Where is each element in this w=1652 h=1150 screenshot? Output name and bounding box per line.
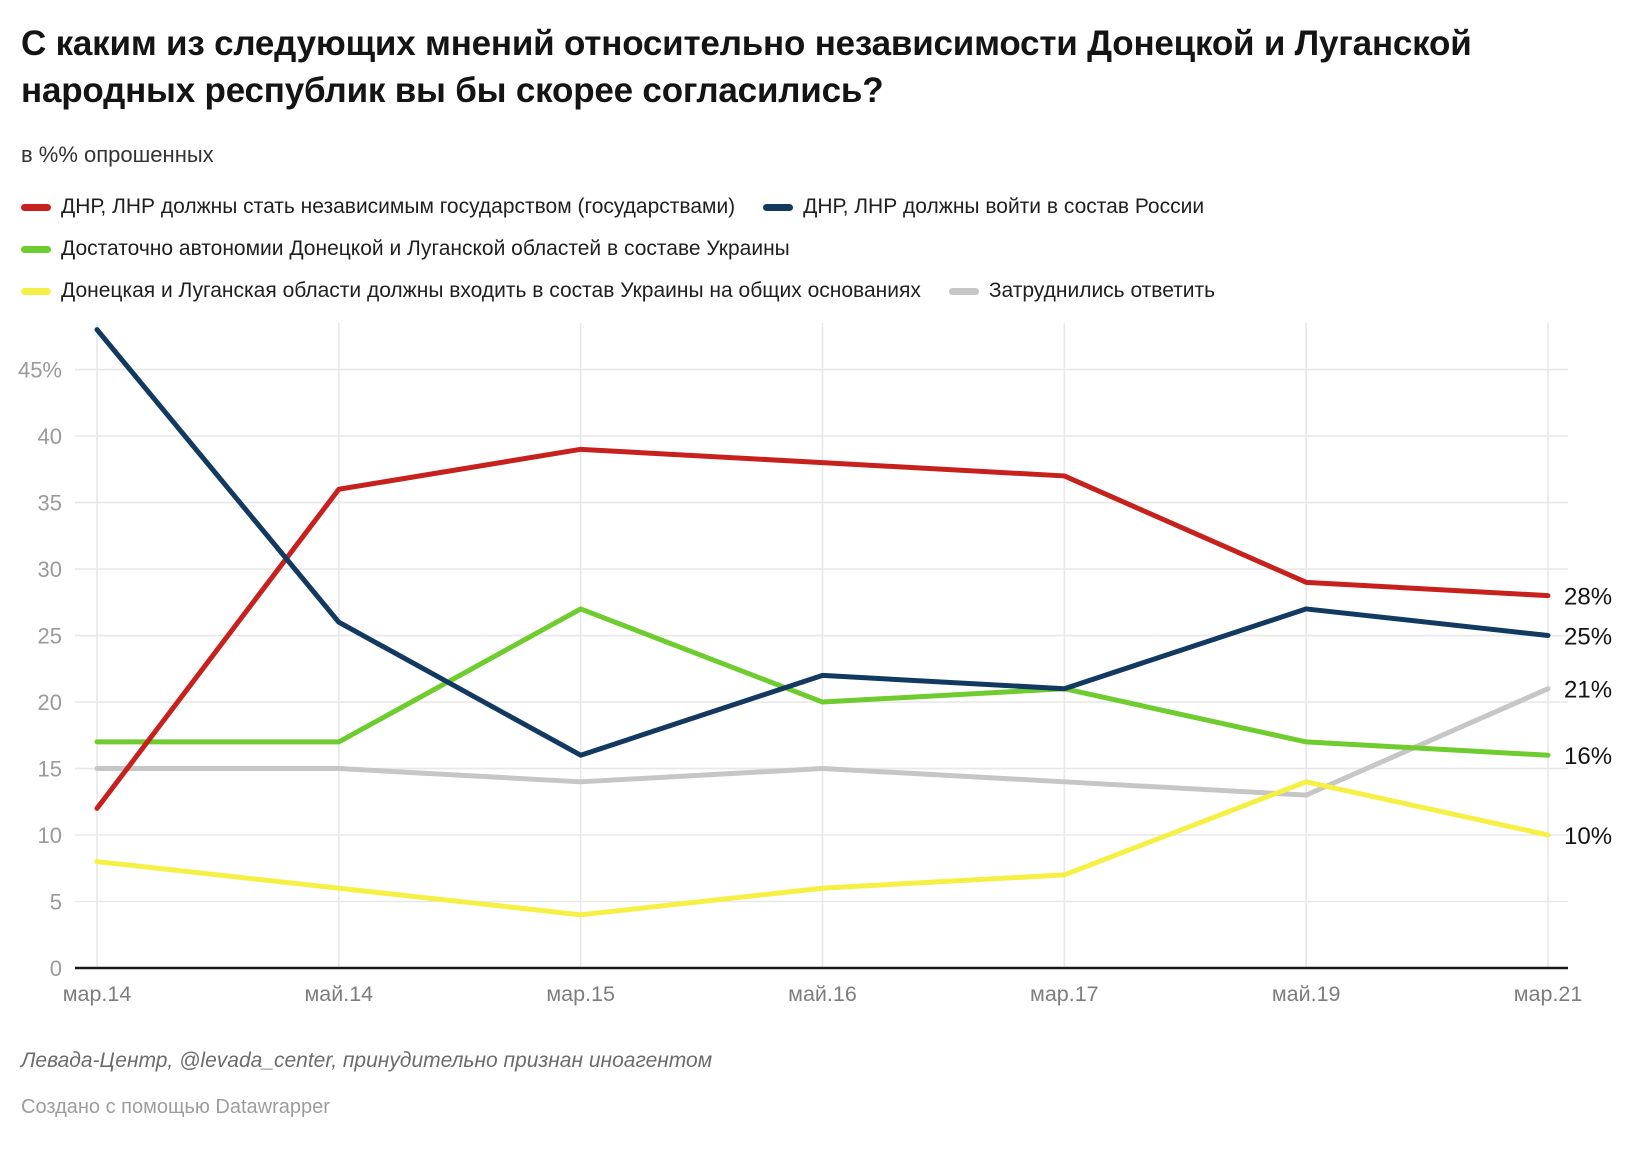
x-axis-tick-label: май.16 (788, 982, 857, 1006)
legend-item: Донецкая и Луганская области должны вход… (21, 279, 921, 303)
series-line-0 (94, 446, 1551, 811)
y-axis-tick-label: 15 (38, 757, 62, 782)
series-line-4 (94, 686, 1551, 798)
series-end-label-1: 25% (1564, 624, 1612, 651)
series-line-1 (94, 327, 1551, 758)
legend-label: Достаточно автономии Донецкой и Луганско… (61, 237, 790, 260)
series-line-3 (94, 779, 1551, 918)
y-axis-tick-label: 45% (18, 358, 62, 383)
series-end-label-2: 16% (1564, 743, 1612, 770)
legend-row: Достаточно автономии Донецкой и Луганско… (21, 237, 1215, 261)
page-title: С каким из следующих мнений относительно… (21, 24, 1472, 111)
legend-item: ДНР, ЛНР должны войти в состав России (763, 195, 1204, 219)
y-axis-tick-label: 20 (38, 690, 62, 715)
legend-item: Достаточно автономии Донецкой и Луганско… (21, 237, 790, 261)
series-end-label-3: 10% (1564, 823, 1612, 850)
y-axis-tick-label: 5 (50, 890, 62, 915)
legend-label: Затруднились ответить (988, 279, 1216, 302)
y-axis-tick-label: 30 (38, 557, 62, 582)
chart-legend: ДНР, ЛНР должны стать независимым госуда… (21, 195, 1215, 303)
x-axis-tick-label: мар.15 (546, 982, 615, 1006)
legend-label: ДНР, ЛНР должны войти в состав России (803, 195, 1205, 218)
legend-swatch-icon (763, 203, 794, 211)
x-axis-tick-label: май.19 (1272, 982, 1341, 1006)
x-axis-tick-label: мар.21 (1514, 982, 1583, 1006)
y-axis-tick-label: 10 (38, 823, 62, 848)
chart-subtitle: в %% опрошенных (21, 142, 214, 167)
legend-label: ДНР, ЛНР должны стать независимым госуда… (61, 195, 736, 218)
legend-swatch-icon (948, 287, 979, 295)
legend-item: ДНР, ЛНР должны стать независимым госуда… (21, 195, 735, 219)
legend-row: Донецкая и Луганская области должны вход… (21, 279, 1215, 303)
y-axis-tick-label: 25 (38, 624, 62, 649)
datawrapper-credit: Создано с помощью Datawrapper (21, 1096, 330, 1118)
y-axis-tick-label: 40 (38, 424, 62, 449)
x-axis-tick-label: мар.14 (63, 982, 132, 1006)
x-axis-tick-label: май.14 (305, 982, 374, 1006)
y-axis-tick-label: 0 (50, 956, 62, 981)
y-axis-tick-label: 35 (38, 491, 62, 516)
x-axis-tick-label: мар.17 (1030, 982, 1099, 1006)
legend-item: Затруднились ответить (948, 279, 1216, 303)
legend-label: Донецкая и Луганская области должны вход… (61, 279, 921, 302)
legend-swatch-icon (21, 287, 51, 295)
line-chart: 0 5 10 15 20 25 30 35 40 45% мар.14 май.14 мар.15 май… (0, 315, 1652, 1015)
legend-row: ДНР, ЛНР должны стать независимым госуда… (21, 195, 1215, 219)
source-note: Левада-Центр, @levada_center, принудител… (21, 1049, 713, 1072)
series-end-label-0: 28% (1564, 584, 1612, 611)
series-end-label-4: 21% (1564, 677, 1612, 704)
line-chart-svg: 0 5 10 15 20 25 30 35 40 45% мар.14 май.14 мар.15 май… (18, 323, 1612, 1006)
legend-swatch-icon (21, 245, 51, 253)
series-line-2 (94, 606, 1551, 758)
legend-swatch-icon (21, 203, 51, 211)
